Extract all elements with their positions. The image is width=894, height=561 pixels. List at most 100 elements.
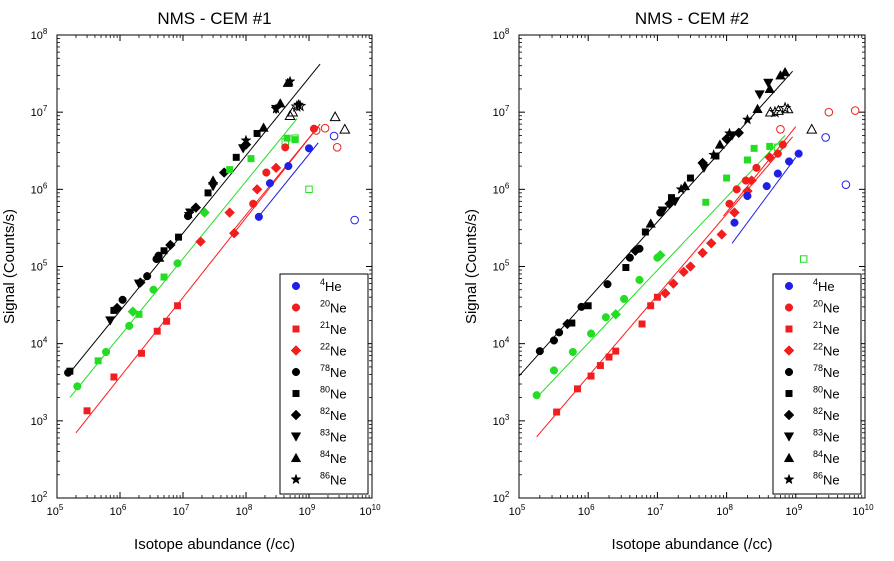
data-point (284, 162, 293, 171)
data-point (764, 152, 776, 163)
legend-label: 80Ne (320, 385, 347, 402)
data-point (778, 140, 787, 149)
data-point (577, 302, 586, 311)
data-point (262, 168, 271, 177)
x-tick-label: 109 (299, 503, 316, 518)
data-point (311, 126, 321, 135)
data-point (329, 131, 339, 141)
data-point (587, 329, 596, 338)
y-tick-label: 106 (493, 181, 510, 196)
x-axis-label: Isotope abundance (/cc) (612, 536, 773, 553)
data-point (612, 347, 620, 355)
y-axis-label: Signal (Counts/s) (463, 209, 480, 324)
data-point (741, 176, 750, 185)
legend-marker (784, 303, 794, 312)
data-point (226, 166, 234, 174)
data-point (207, 175, 219, 185)
data-point (532, 391, 541, 400)
data-point (764, 106, 777, 117)
data-point (247, 155, 255, 163)
data-point (224, 207, 235, 218)
data-point (549, 366, 559, 375)
data-point (110, 373, 118, 381)
data-point (270, 162, 282, 174)
x-tick-label: 105 (47, 503, 64, 518)
chart-title: NMS - CEM #1 (157, 9, 271, 28)
legend-label: 22Ne (813, 342, 840, 359)
fit-line (536, 135, 786, 398)
data-point (732, 185, 741, 194)
legend-marker (290, 473, 302, 485)
legend-label: 86Ne (813, 471, 840, 488)
data-point (287, 106, 299, 117)
data-point (584, 302, 592, 310)
data-point (183, 208, 195, 219)
legend-label: 4He (813, 277, 835, 294)
legend-label: 82Ne (813, 406, 840, 423)
legend-label: 21Ne (320, 320, 347, 337)
legend-marker (292, 390, 300, 397)
data-point (645, 218, 656, 228)
data-point (775, 70, 786, 80)
data-point (668, 278, 679, 289)
data-point (850, 106, 860, 115)
y-tick-label: 108 (31, 27, 48, 42)
data-point (635, 275, 644, 284)
legend-marker (785, 325, 793, 333)
data-point (763, 78, 774, 89)
data-point (773, 169, 782, 178)
data-point (240, 134, 252, 146)
legend-marker (783, 452, 795, 463)
legend-marker (783, 473, 795, 485)
data-point (705, 237, 717, 249)
data-point (762, 182, 771, 191)
data-point (249, 199, 258, 208)
x-tick-label: 107 (173, 503, 190, 518)
data-point (291, 136, 299, 144)
data-point (596, 362, 604, 370)
y-tick-label: 106 (31, 181, 48, 196)
legend-marker (291, 303, 301, 312)
data-point (73, 382, 82, 391)
data-point (143, 272, 152, 281)
data-point (204, 189, 212, 197)
fit-line (256, 142, 319, 219)
data-point (641, 228, 649, 236)
data-point (555, 328, 564, 337)
legend-label: 80Ne (813, 385, 840, 402)
data-point (723, 127, 736, 139)
data-point (806, 123, 818, 134)
data-point (283, 134, 291, 142)
data-point (329, 111, 341, 122)
data-point (686, 174, 694, 182)
data-point (678, 266, 690, 278)
data-point (675, 183, 687, 195)
legend-label: 21Ne (813, 320, 840, 337)
data-layer (519, 66, 860, 438)
data-point (125, 321, 134, 330)
data-point (779, 66, 791, 77)
data-point (741, 113, 753, 125)
legend-label: 82Ne (320, 406, 347, 423)
fit-line (75, 123, 321, 434)
legend-label: 22Ne (320, 342, 347, 359)
legend-label: 83Ne (813, 428, 840, 445)
data-point (776, 124, 785, 134)
data-point (766, 142, 774, 150)
data-point (332, 143, 342, 152)
legend-label: 78Ne (813, 363, 840, 380)
legend-marker (783, 432, 795, 442)
data-point (133, 279, 145, 289)
x-tick-label: 1010 (359, 503, 381, 518)
data-point (135, 310, 143, 318)
data-point (647, 302, 655, 310)
data-point (305, 185, 313, 194)
data-point (714, 139, 726, 149)
data-point (821, 133, 830, 142)
data-point (101, 347, 111, 357)
data-point (702, 198, 710, 206)
y-axis-label: Signal (Counts/s) (1, 209, 18, 324)
data-point (253, 129, 261, 137)
data-point (165, 239, 176, 251)
data-point (281, 143, 290, 152)
